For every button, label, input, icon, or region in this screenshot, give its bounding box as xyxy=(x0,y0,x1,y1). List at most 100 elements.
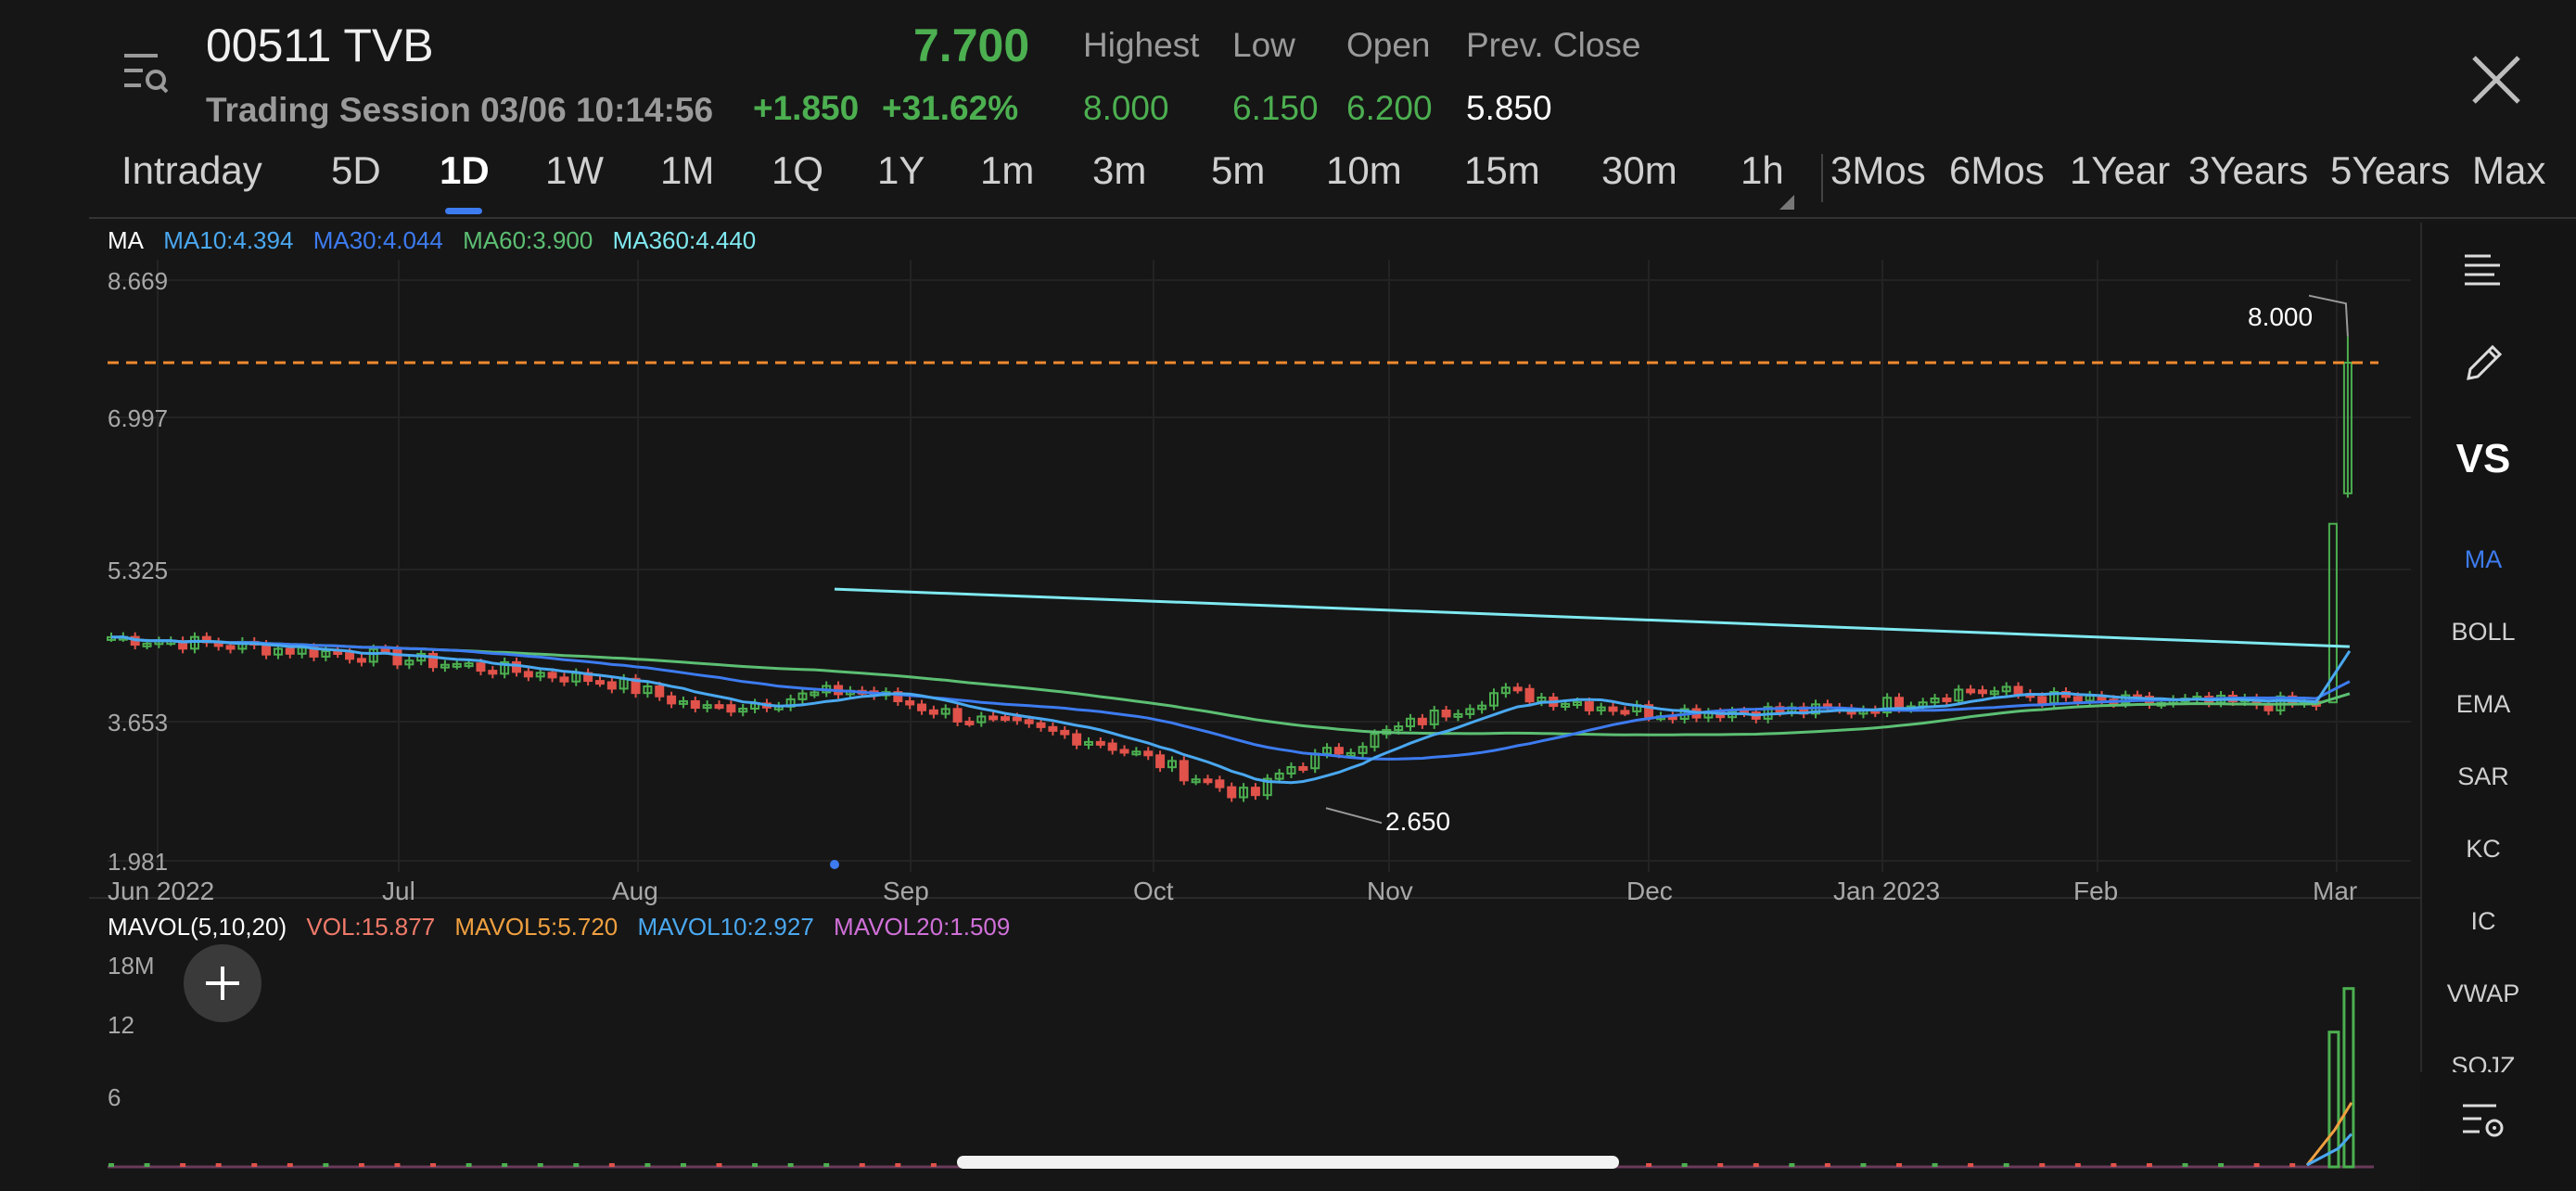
x-tick-label: Sep xyxy=(883,877,929,905)
candle xyxy=(2121,694,2131,705)
volume-bar xyxy=(180,1163,186,1167)
volume-bar xyxy=(465,1163,472,1167)
candle xyxy=(1561,702,1571,708)
x-tick-label: Jun 2022 xyxy=(108,877,215,905)
x-tick-label: Jul xyxy=(382,877,415,905)
tab-6mos[interactable]: 6Mos xyxy=(1949,148,2045,192)
tab-5min[interactable]: 5m xyxy=(1211,148,1266,192)
volume-bar xyxy=(430,1163,437,1167)
y-tick-label: 6.997 xyxy=(108,404,169,432)
tabs-divider xyxy=(89,217,2576,219)
ma60-value: MA60:3.900 xyxy=(463,226,593,254)
tab-intraday[interactable]: Intraday xyxy=(121,148,262,192)
compare-vs-button[interactable]: VS xyxy=(2455,436,2511,481)
volume-bar xyxy=(502,1163,508,1167)
candle xyxy=(1882,697,1893,714)
indicator-vwap[interactable]: VWAP xyxy=(2446,980,2520,1007)
volume-bar xyxy=(2039,1163,2046,1167)
candle xyxy=(690,699,700,710)
candle xyxy=(142,642,152,647)
indicator-kc[interactable]: KC xyxy=(2466,835,2501,863)
tab-5d[interactable]: 5D xyxy=(331,148,381,192)
candle xyxy=(1394,725,1404,731)
candle xyxy=(1215,779,1225,788)
mavol5-value: MAVOL5:5.720 xyxy=(454,913,618,941)
candle xyxy=(464,662,474,668)
indicator-sar[interactable]: SAR xyxy=(2457,762,2509,790)
pencil-icon[interactable] xyxy=(2463,341,2506,389)
tab-3min[interactable]: 3m xyxy=(1092,148,1147,192)
tab-1q[interactable]: 1Q xyxy=(772,148,824,192)
ma10-line xyxy=(110,635,2352,785)
indicator-ma[interactable]: MA xyxy=(2464,545,2503,573)
price-chart[interactable] xyxy=(0,0,2420,1191)
candle xyxy=(2013,685,2023,696)
tab-1min[interactable]: 1m xyxy=(980,148,1035,192)
indicator-boll[interactable]: BOLL xyxy=(2451,618,2516,646)
add-indicator-button[interactable] xyxy=(184,944,261,1022)
tab-1m[interactable]: 1M xyxy=(660,148,715,192)
tab-separator xyxy=(1821,154,1823,202)
candle xyxy=(547,672,557,679)
settings-list-icon[interactable] xyxy=(2459,1100,2506,1146)
candle xyxy=(940,708,950,715)
candle xyxy=(1465,708,1475,715)
candle xyxy=(1167,760,1177,769)
indicator-ema[interactable]: EMA xyxy=(2455,690,2511,718)
candle xyxy=(452,662,462,668)
candle xyxy=(1250,787,1260,797)
price-change: +1.850 xyxy=(753,89,860,127)
candle xyxy=(905,700,915,706)
candle xyxy=(500,660,510,675)
candle xyxy=(1298,765,1308,771)
candle xyxy=(1333,747,1344,755)
volume-bar xyxy=(144,1163,150,1167)
candle xyxy=(1274,772,1284,780)
candle xyxy=(2037,696,2047,704)
candle xyxy=(952,708,963,723)
volume-bar xyxy=(930,1163,937,1167)
candle xyxy=(1001,716,1011,722)
tab-15min[interactable]: 15m xyxy=(1464,148,1540,192)
candle xyxy=(380,647,390,653)
candle xyxy=(107,635,116,641)
stat-label-highest: Highest xyxy=(1083,26,1200,64)
tab-1h[interactable]: 1h xyxy=(1741,148,1784,192)
mavol20-value: MAVOL20:1.509 xyxy=(834,913,1011,941)
stat-label-open: Open xyxy=(1346,26,1431,64)
volume-bar xyxy=(573,1163,580,1167)
tab-1w[interactable]: 1W xyxy=(545,148,604,192)
tab-3mos[interactable]: 3Mos xyxy=(1830,148,1926,192)
candle xyxy=(404,660,414,666)
indicator-sqjz[interactable]: SQJZ xyxy=(2451,1052,2516,1072)
volume-bar xyxy=(537,1163,543,1167)
candle xyxy=(678,699,688,705)
x-tick-label: Feb xyxy=(2073,877,2119,905)
close-icon[interactable] xyxy=(2468,52,2524,108)
x-tick-label: Dec xyxy=(1626,877,1673,905)
active-tab-indicator xyxy=(445,208,482,214)
text-align-icon[interactable] xyxy=(2463,250,2504,292)
tab-3years[interactable]: 3Years xyxy=(2188,148,2309,192)
volume-bar xyxy=(752,1163,759,1167)
list-search-icon[interactable] xyxy=(121,48,171,98)
tab-10min[interactable]: 10m xyxy=(1326,148,1402,192)
volume-bar xyxy=(2111,1163,2117,1167)
candle xyxy=(655,685,665,698)
stat-value-open: 6.200 xyxy=(1346,89,1433,127)
tab-more-indicator xyxy=(1779,195,1794,210)
candle xyxy=(1179,760,1189,782)
volume-bar xyxy=(859,1163,865,1167)
tab-1y[interactable]: 1Y xyxy=(877,148,925,192)
tab-1d[interactable]: 1D xyxy=(440,148,490,192)
tab-30min[interactable]: 30m xyxy=(1601,148,1677,192)
ma10-value: MA10:4.394 xyxy=(163,226,294,254)
tab-1year[interactable]: 1Year xyxy=(2070,148,2171,192)
tab-max[interactable]: Max xyxy=(2472,148,2546,192)
indicator-ic[interactable]: IC xyxy=(2470,907,2496,935)
volume-bar xyxy=(2074,1163,2081,1167)
candle xyxy=(1107,742,1117,751)
tab-5years[interactable]: 5Years xyxy=(2330,148,2451,192)
candle xyxy=(1239,787,1249,799)
vol-tick-label: 18M xyxy=(108,952,155,980)
